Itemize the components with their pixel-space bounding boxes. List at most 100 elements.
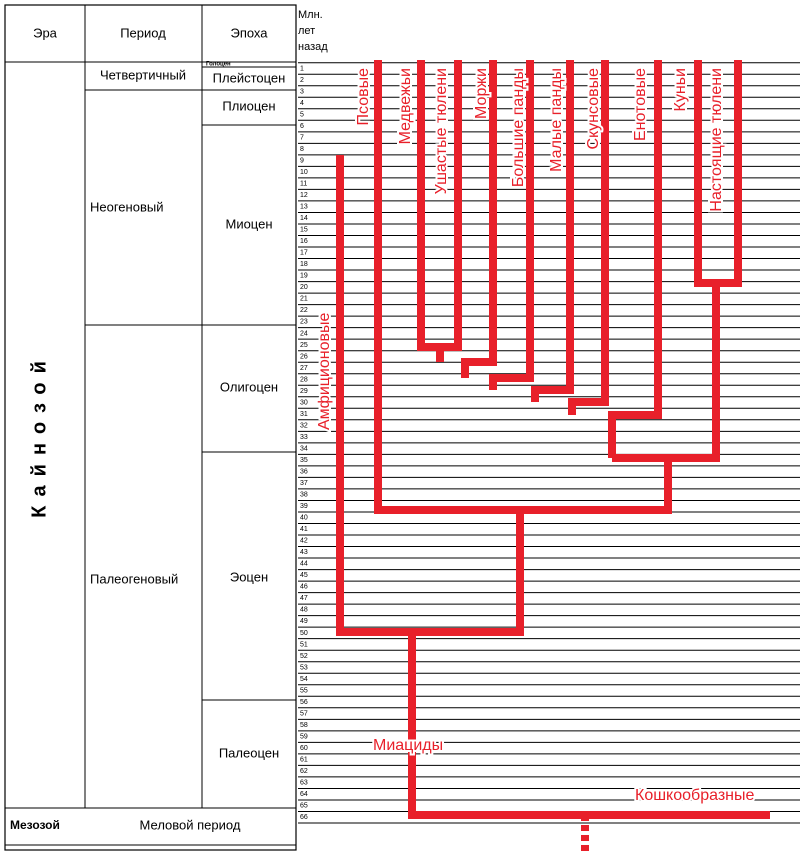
taxon-label: Большие панды — [510, 68, 527, 187]
scale-label: 40 — [300, 515, 308, 522]
scale-label: 30 — [300, 399, 308, 406]
epoch: Плиоцен — [222, 98, 275, 113]
era: Кайнозой — [28, 352, 50, 518]
branch — [417, 60, 462, 351]
branch — [408, 632, 770, 819]
scale-label: 20 — [300, 284, 308, 291]
scale-label: 12 — [300, 192, 308, 199]
epoch: Плейстоцен — [213, 70, 286, 85]
scale-label: 43 — [300, 549, 308, 556]
scale-label: 24 — [300, 330, 308, 337]
epoch: Миоцен — [225, 216, 272, 231]
scale-label: 54 — [300, 676, 308, 683]
taxon-label: Енотовые — [632, 68, 649, 141]
scale-label: 44 — [300, 561, 308, 568]
header: Эпоха — [230, 25, 268, 40]
scale-label: 15 — [300, 227, 308, 234]
scale-label: 41 — [300, 526, 308, 533]
scale-label: 55 — [300, 687, 308, 694]
scale-label: 59 — [300, 733, 308, 740]
taxon-label: Настоящие тюлени — [708, 68, 725, 212]
scale-label: 11 — [300, 181, 307, 188]
scale-header: лет — [298, 25, 315, 37]
scale-label: 58 — [300, 722, 308, 729]
scale-label: 17 — [300, 250, 308, 257]
scale-label: 5 — [300, 111, 304, 118]
scale-label: 50 — [300, 630, 308, 637]
scale-label: 62 — [300, 768, 308, 775]
taxon-label: Кошкообразные — [635, 787, 754, 804]
scale-label: 51 — [300, 641, 308, 648]
taxon-label: Моржи — [473, 68, 490, 119]
scale-label: 48 — [300, 607, 308, 614]
scale-label: 13 — [300, 204, 308, 211]
scale-label: 35 — [300, 457, 308, 464]
time-table: Эра Период Эпоха Млн. лет назад Кайнозой… — [4, 4, 328, 851]
scale-label: 37 — [300, 480, 308, 487]
era: Мезозой — [10, 818, 60, 832]
scale-label: 18 — [300, 261, 308, 268]
scale-label: 25 — [300, 342, 308, 349]
scale-label: 49 — [300, 618, 308, 625]
scale-label: 22 — [300, 307, 308, 314]
scale-label: 34 — [300, 445, 308, 452]
scale-label: 26 — [300, 353, 308, 360]
scale-label: 7 — [300, 134, 304, 141]
scale-label: 28 — [300, 376, 308, 383]
scale-label: 45 — [300, 572, 308, 579]
scale-label: 1 — [300, 65, 304, 72]
scale-label: 16 — [300, 238, 308, 245]
scale-label: 64 — [300, 791, 308, 798]
scale-label: 31 — [300, 411, 308, 418]
header: Период — [120, 25, 166, 40]
scale-label: 61 — [300, 756, 308, 763]
taxon-label: Амфиционовые — [316, 312, 333, 430]
scale-label: 23 — [300, 319, 308, 326]
branch — [694, 60, 742, 287]
branch — [489, 60, 534, 390]
scale-label: 60 — [300, 745, 308, 752]
taxon-label: Псовые — [355, 68, 372, 126]
scale-label: 63 — [300, 780, 308, 787]
scale-label: 27 — [300, 365, 308, 372]
branch — [608, 60, 662, 458]
period: Неогеновый — [90, 199, 163, 214]
scale-label: 2 — [300, 77, 304, 84]
scale-label: 53 — [300, 664, 308, 671]
scale-label: 57 — [300, 710, 308, 717]
branch — [374, 60, 672, 514]
scale-label: 29 — [300, 388, 308, 395]
scale-label: 65 — [300, 803, 308, 810]
scale-label: 4 — [300, 100, 304, 107]
branch — [531, 60, 574, 402]
scale-label: 3 — [300, 88, 304, 95]
taxon-label: Малые панды — [548, 68, 565, 172]
scale-header: назад — [298, 41, 328, 53]
branch — [612, 283, 720, 462]
branch — [568, 60, 609, 415]
scale-label: 33 — [300, 434, 308, 441]
scale-label: 42 — [300, 538, 308, 545]
scale-label: 39 — [300, 503, 308, 510]
branch — [336, 155, 524, 636]
scale-label: 21 — [300, 296, 308, 303]
taxon-label: Миациды — [373, 737, 443, 754]
header: Эра — [33, 25, 58, 40]
scale-label: 36 — [300, 468, 308, 475]
scale-label: 38 — [300, 492, 308, 499]
taxon-label: Медвежьи — [397, 68, 414, 144]
tree: Псовые Медвежьи Ушастые тюлени Моржи Бол… — [314, 60, 770, 851]
scale-label: 14 — [300, 215, 308, 222]
taxon-label: Куньи — [672, 68, 689, 111]
epoch: Олигоцен — [220, 379, 278, 394]
period: Палеогеновый — [90, 571, 178, 586]
epoch: Голоцен — [206, 62, 231, 68]
period: Четвертичный — [100, 67, 186, 82]
scale-label: 10 — [300, 169, 308, 176]
scale-label: 9 — [300, 157, 304, 164]
scale-label: 52 — [300, 653, 308, 660]
scale-label: 32 — [300, 422, 308, 429]
period: Меловой период — [140, 817, 241, 832]
branch — [461, 60, 497, 378]
